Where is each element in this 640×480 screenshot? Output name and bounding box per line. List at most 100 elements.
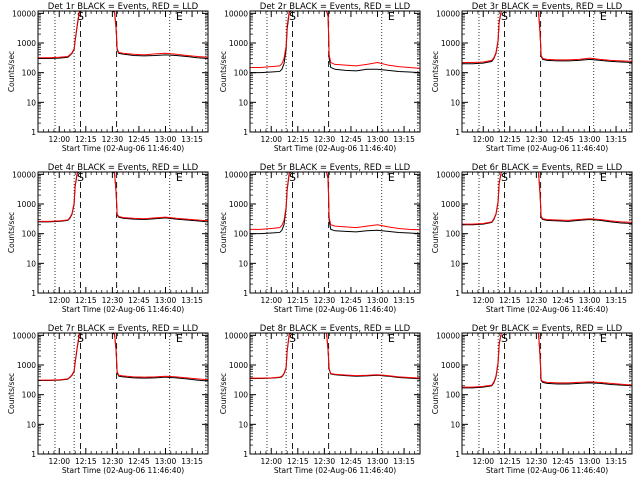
x-tick-label: 12:30 xyxy=(314,135,336,144)
y-tick-label: 10 xyxy=(238,259,248,268)
x-tick-label: 12:45 xyxy=(340,457,362,466)
y-tick-label: 1000 xyxy=(441,361,460,370)
start-marker: S xyxy=(77,332,84,345)
end-marker: E xyxy=(600,171,607,184)
end-marker: E xyxy=(600,332,607,345)
x-tick-label: 12:45 xyxy=(128,296,150,305)
start-marker: S xyxy=(77,171,84,184)
end-marker: E xyxy=(600,10,607,23)
x-tick-label: 13:15 xyxy=(393,135,415,144)
y-tick-label: 1 xyxy=(243,450,248,459)
x-tick-label: 12:30 xyxy=(526,135,548,144)
y-tick-label: 1 xyxy=(455,289,460,298)
x-tick-label: 13:00 xyxy=(367,296,389,305)
y-tick-label: 10000 xyxy=(436,9,460,18)
x-tick-label: 12:15 xyxy=(287,296,309,305)
x-tick-label: 12:45 xyxy=(340,296,362,305)
y-tick-label: 10000 xyxy=(436,170,460,179)
x-tick-label: 12:15 xyxy=(75,135,97,144)
y-tick-label: 10 xyxy=(450,259,460,268)
y-tick-label: 100 xyxy=(446,230,461,239)
y-tick-label: 10 xyxy=(26,420,36,429)
x-tick-label: 12:30 xyxy=(526,296,548,305)
start-marker: S xyxy=(77,10,84,23)
x-tick-label: 13:15 xyxy=(393,457,415,466)
x-tick-label: 12:45 xyxy=(552,296,574,305)
x-tick-label: 12:00 xyxy=(48,135,70,144)
plot-frame xyxy=(37,332,209,455)
y-tick-label: 100 xyxy=(22,230,37,239)
x-axis-label: Start Time (02-Aug-06 11:46:40) xyxy=(274,144,396,153)
end-marker: E xyxy=(176,171,183,184)
x-axis-label: Start Time (02-Aug-06 11:46:40) xyxy=(486,466,608,475)
start-marker: S xyxy=(501,332,508,345)
y-tick-label: 1000 xyxy=(229,39,248,48)
x-tick-label: 12:00 xyxy=(260,296,282,305)
y-tick-label: 10 xyxy=(26,98,36,107)
y-axis-label: Counts/sec xyxy=(219,373,228,414)
y-tick-label: 10000 xyxy=(224,9,248,18)
y-tick-label: 1 xyxy=(31,128,36,137)
x-tick-label: 12:30 xyxy=(526,457,548,466)
y-tick-label: 10 xyxy=(450,98,460,107)
x-tick-label: 13:00 xyxy=(155,457,177,466)
plot-frame xyxy=(461,171,633,294)
x-tick-label: 13:00 xyxy=(367,457,389,466)
x-tick-label: 12:45 xyxy=(552,135,574,144)
y-tick-label: 1 xyxy=(243,128,248,137)
x-tick-label: 13:15 xyxy=(393,296,415,305)
panel-title: Det 8r BLACK = Events, RED = LLD xyxy=(260,324,411,334)
end-marker: E xyxy=(388,332,395,345)
y-tick-label: 100 xyxy=(446,391,461,400)
y-tick-label: 100 xyxy=(22,391,37,400)
plot-frame xyxy=(37,171,209,294)
y-tick-label: 1 xyxy=(455,450,460,459)
y-tick-label: 10000 xyxy=(12,170,36,179)
plot-frame xyxy=(249,332,421,455)
y-axis-label: Counts/sec xyxy=(7,373,16,414)
y-axis-label: Counts/sec xyxy=(219,51,228,92)
x-tick-label: 13:00 xyxy=(155,296,177,305)
x-tick-label: 13:00 xyxy=(579,296,601,305)
y-tick-label: 100 xyxy=(234,391,249,400)
x-tick-label: 12:45 xyxy=(128,457,150,466)
x-axis-label: Start Time (02-Aug-06 11:46:40) xyxy=(62,466,184,475)
x-tick-label: 12:30 xyxy=(314,296,336,305)
end-marker: E xyxy=(176,332,183,345)
panel-title: Det 2r BLACK = Events, RED = LLD xyxy=(260,2,411,12)
y-tick-label: 10000 xyxy=(12,331,36,340)
y-tick-label: 1000 xyxy=(441,200,460,209)
y-tick-label: 100 xyxy=(234,69,249,78)
end-marker: E xyxy=(176,10,183,23)
x-tick-label: 13:15 xyxy=(181,296,203,305)
y-axis-label: Counts/sec xyxy=(431,51,440,92)
y-tick-label: 1000 xyxy=(17,200,36,209)
y-tick-label: 10 xyxy=(238,420,248,429)
start-marker: S xyxy=(289,10,296,23)
x-tick-label: 12:15 xyxy=(75,457,97,466)
y-axis-label: Counts/sec xyxy=(219,212,228,253)
x-tick-label: 12:00 xyxy=(260,457,282,466)
x-tick-label: 13:00 xyxy=(579,457,601,466)
y-tick-label: 10 xyxy=(238,98,248,107)
panel-title: Det 9r BLACK = Events, RED = LLD xyxy=(472,324,623,334)
x-axis-label: Start Time (02-Aug-06 11:46:40) xyxy=(274,305,396,314)
x-axis-label: Start Time (02-Aug-06 11:46:40) xyxy=(62,305,184,314)
x-axis-label: Start Time (02-Aug-06 11:46:40) xyxy=(486,144,608,153)
x-tick-label: 12:00 xyxy=(472,457,494,466)
y-tick-label: 100 xyxy=(446,69,461,78)
x-tick-label: 12:00 xyxy=(472,135,494,144)
x-tick-label: 13:00 xyxy=(155,135,177,144)
y-tick-label: 100 xyxy=(234,230,249,239)
x-tick-label: 13:15 xyxy=(181,135,203,144)
panel-title: Det 5r BLACK = Events, RED = LLD xyxy=(260,163,411,173)
y-tick-label: 1000 xyxy=(229,200,248,209)
x-tick-label: 12:15 xyxy=(499,296,521,305)
x-tick-label: 13:15 xyxy=(605,135,627,144)
x-tick-label: 12:45 xyxy=(128,135,150,144)
